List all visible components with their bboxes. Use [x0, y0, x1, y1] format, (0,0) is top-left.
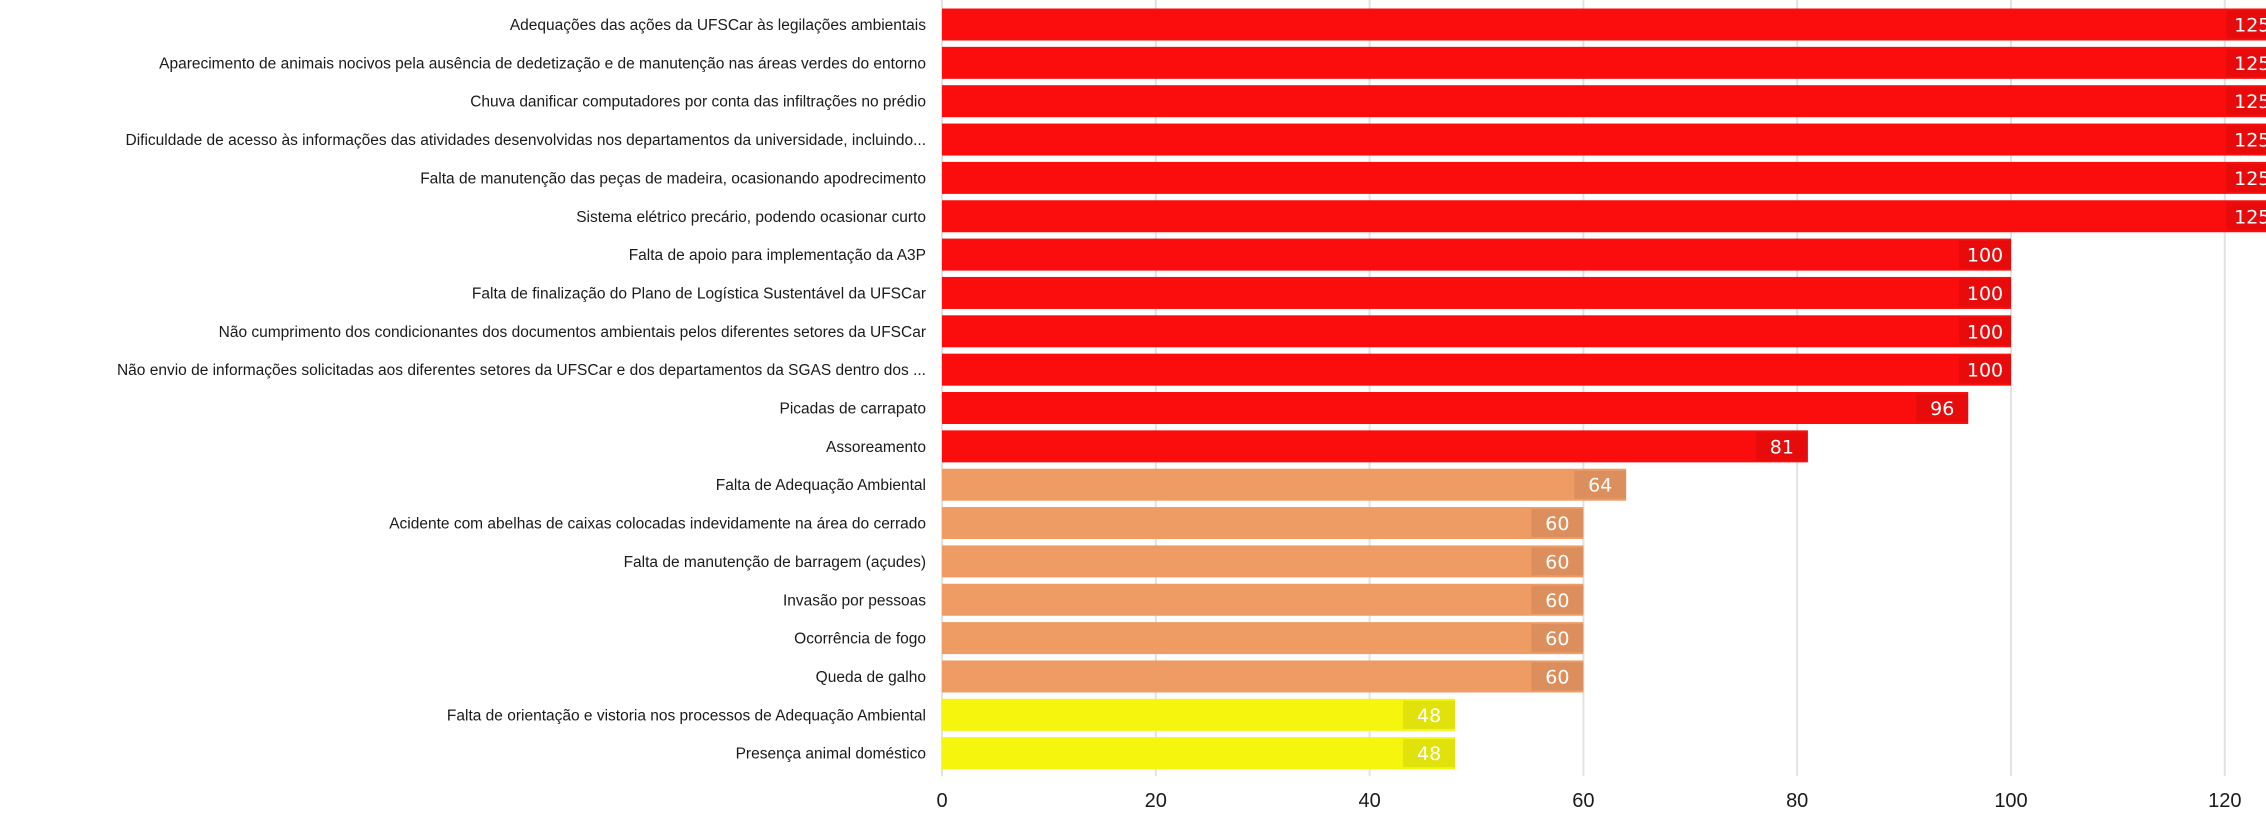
value-badge: [1959, 240, 2011, 269]
x-tick-label: 0: [936, 790, 947, 812]
value-badge: [1959, 278, 2011, 307]
category-label: Dificuldade de acesso às informações das…: [126, 132, 926, 149]
category-label: Aparecimento de animais nocivos pela aus…: [159, 55, 926, 72]
value-badge: [1531, 624, 1584, 653]
bar: [942, 123, 2266, 156]
x-tick-label: 120: [2208, 790, 2241, 812]
category-label: Falta de apoio para implementação da A3P: [629, 247, 926, 264]
value-label: 60: [1545, 513, 1569, 535]
value-badge: [2226, 87, 2266, 116]
category-label: Falta de orientação e vistoria nos proce…: [447, 707, 926, 724]
value-label: 81: [1770, 436, 1794, 458]
value-label: 60: [1545, 628, 1569, 650]
bar: [942, 737, 1456, 770]
value-badge: [1916, 394, 1969, 422]
value-badge: [1403, 700, 1456, 729]
x-axis-ticks: 0 20 40 60 80 100 120: [936, 790, 2241, 812]
value-label: 125: [2234, 168, 2266, 190]
value-badge: [1574, 470, 1627, 499]
bar: [942, 200, 2266, 233]
category-label: Invasão por pessoas: [783, 592, 926, 609]
value-badge: [1531, 509, 1584, 538]
category-label: Não envio de informações solicitadas aos…: [117, 362, 926, 379]
value-label: 100: [1967, 360, 2003, 382]
bar: [942, 660, 1584, 693]
bar: [942, 276, 2011, 309]
bar: [942, 507, 1584, 540]
category-label: Acidente com abelhas de caixas colocadas…: [389, 516, 926, 533]
value-badge: [2226, 10, 2266, 39]
x-tick-label: 60: [1572, 790, 1594, 812]
bar: [942, 353, 2011, 386]
value-label: 100: [1967, 321, 2003, 343]
value-label: 64: [1588, 475, 1612, 497]
value-label: 125: [2234, 53, 2266, 75]
value-badge: [1403, 739, 1456, 768]
category-label: Não cumprimento dos condicionantes dos d…: [219, 324, 926, 341]
category-label: Queda de galho: [816, 669, 926, 686]
category-label: Falta de manutenção de barragem (açudes): [624, 554, 926, 571]
value-badge: [1959, 317, 2011, 346]
value-badge: [1531, 547, 1584, 576]
category-label: Picadas de carrapato: [780, 401, 926, 418]
category-label: Falta de manutenção das peças de madeira…: [420, 170, 926, 187]
value-label: 100: [1967, 283, 2003, 305]
bars: 125 125 125 125 125 125 100 100 100 100 96 81 64 60 60…: [942, 8, 2266, 770]
x-tick-label: 80: [1786, 790, 1808, 812]
bar: [942, 161, 2266, 194]
value-label: 100: [1967, 245, 2003, 267]
category-label: Falta de finalização do Plano de Logísti…: [472, 285, 926, 302]
bar: [942, 46, 2266, 79]
value-badge: [1755, 432, 1808, 461]
value-label: 125: [2234, 130, 2266, 152]
category-labels: Adequações das ações da UFSCar às legila…: [117, 17, 926, 763]
bar: [942, 8, 2266, 41]
category-label: Sistema elétrico precário, podendo ocasi…: [576, 209, 926, 226]
value-badge: [2226, 125, 2266, 154]
value-label: 125: [2234, 206, 2266, 228]
bar: [942, 545, 1584, 578]
bar: [942, 583, 1584, 616]
x-tick-label: 100: [1994, 790, 2027, 812]
bar: [942, 698, 1456, 731]
value-badge: [1531, 585, 1584, 614]
bar: [942, 468, 1627, 501]
bar: [942, 622, 1584, 655]
value-label: 60: [1545, 551, 1569, 573]
value-label: 48: [1417, 743, 1441, 765]
value-label: 125: [2234, 15, 2266, 37]
bar: [942, 430, 1808, 463]
value-badge: [1531, 662, 1584, 691]
category-label: Adequações das ações da UFSCar às legila…: [510, 17, 926, 34]
bar: [942, 85, 2266, 118]
value-badge: [2226, 202, 2266, 231]
value-label: 125: [2234, 91, 2266, 113]
bar: [942, 315, 2011, 348]
value-badge: [1959, 355, 2011, 384]
category-label: Falta de Adequação Ambiental: [716, 477, 926, 494]
value-label: 60: [1545, 590, 1569, 612]
bar: [942, 238, 2011, 271]
category-label: Assoreamento: [826, 439, 926, 456]
value-label: 60: [1545, 666, 1569, 688]
value-label: 48: [1417, 705, 1441, 727]
value-badge: [2226, 48, 2266, 77]
value-label: 96: [1930, 398, 1954, 420]
value-badge: [2226, 163, 2266, 192]
category-label: Ocorrência de fogo: [794, 631, 926, 648]
category-label: Presença animal doméstico: [736, 746, 926, 763]
x-tick-label: 40: [1358, 790, 1380, 812]
category-label: Chuva danificar computadores por conta d…: [470, 94, 926, 111]
bar: [942, 392, 1969, 424]
x-tick-label: 20: [1145, 790, 1167, 812]
